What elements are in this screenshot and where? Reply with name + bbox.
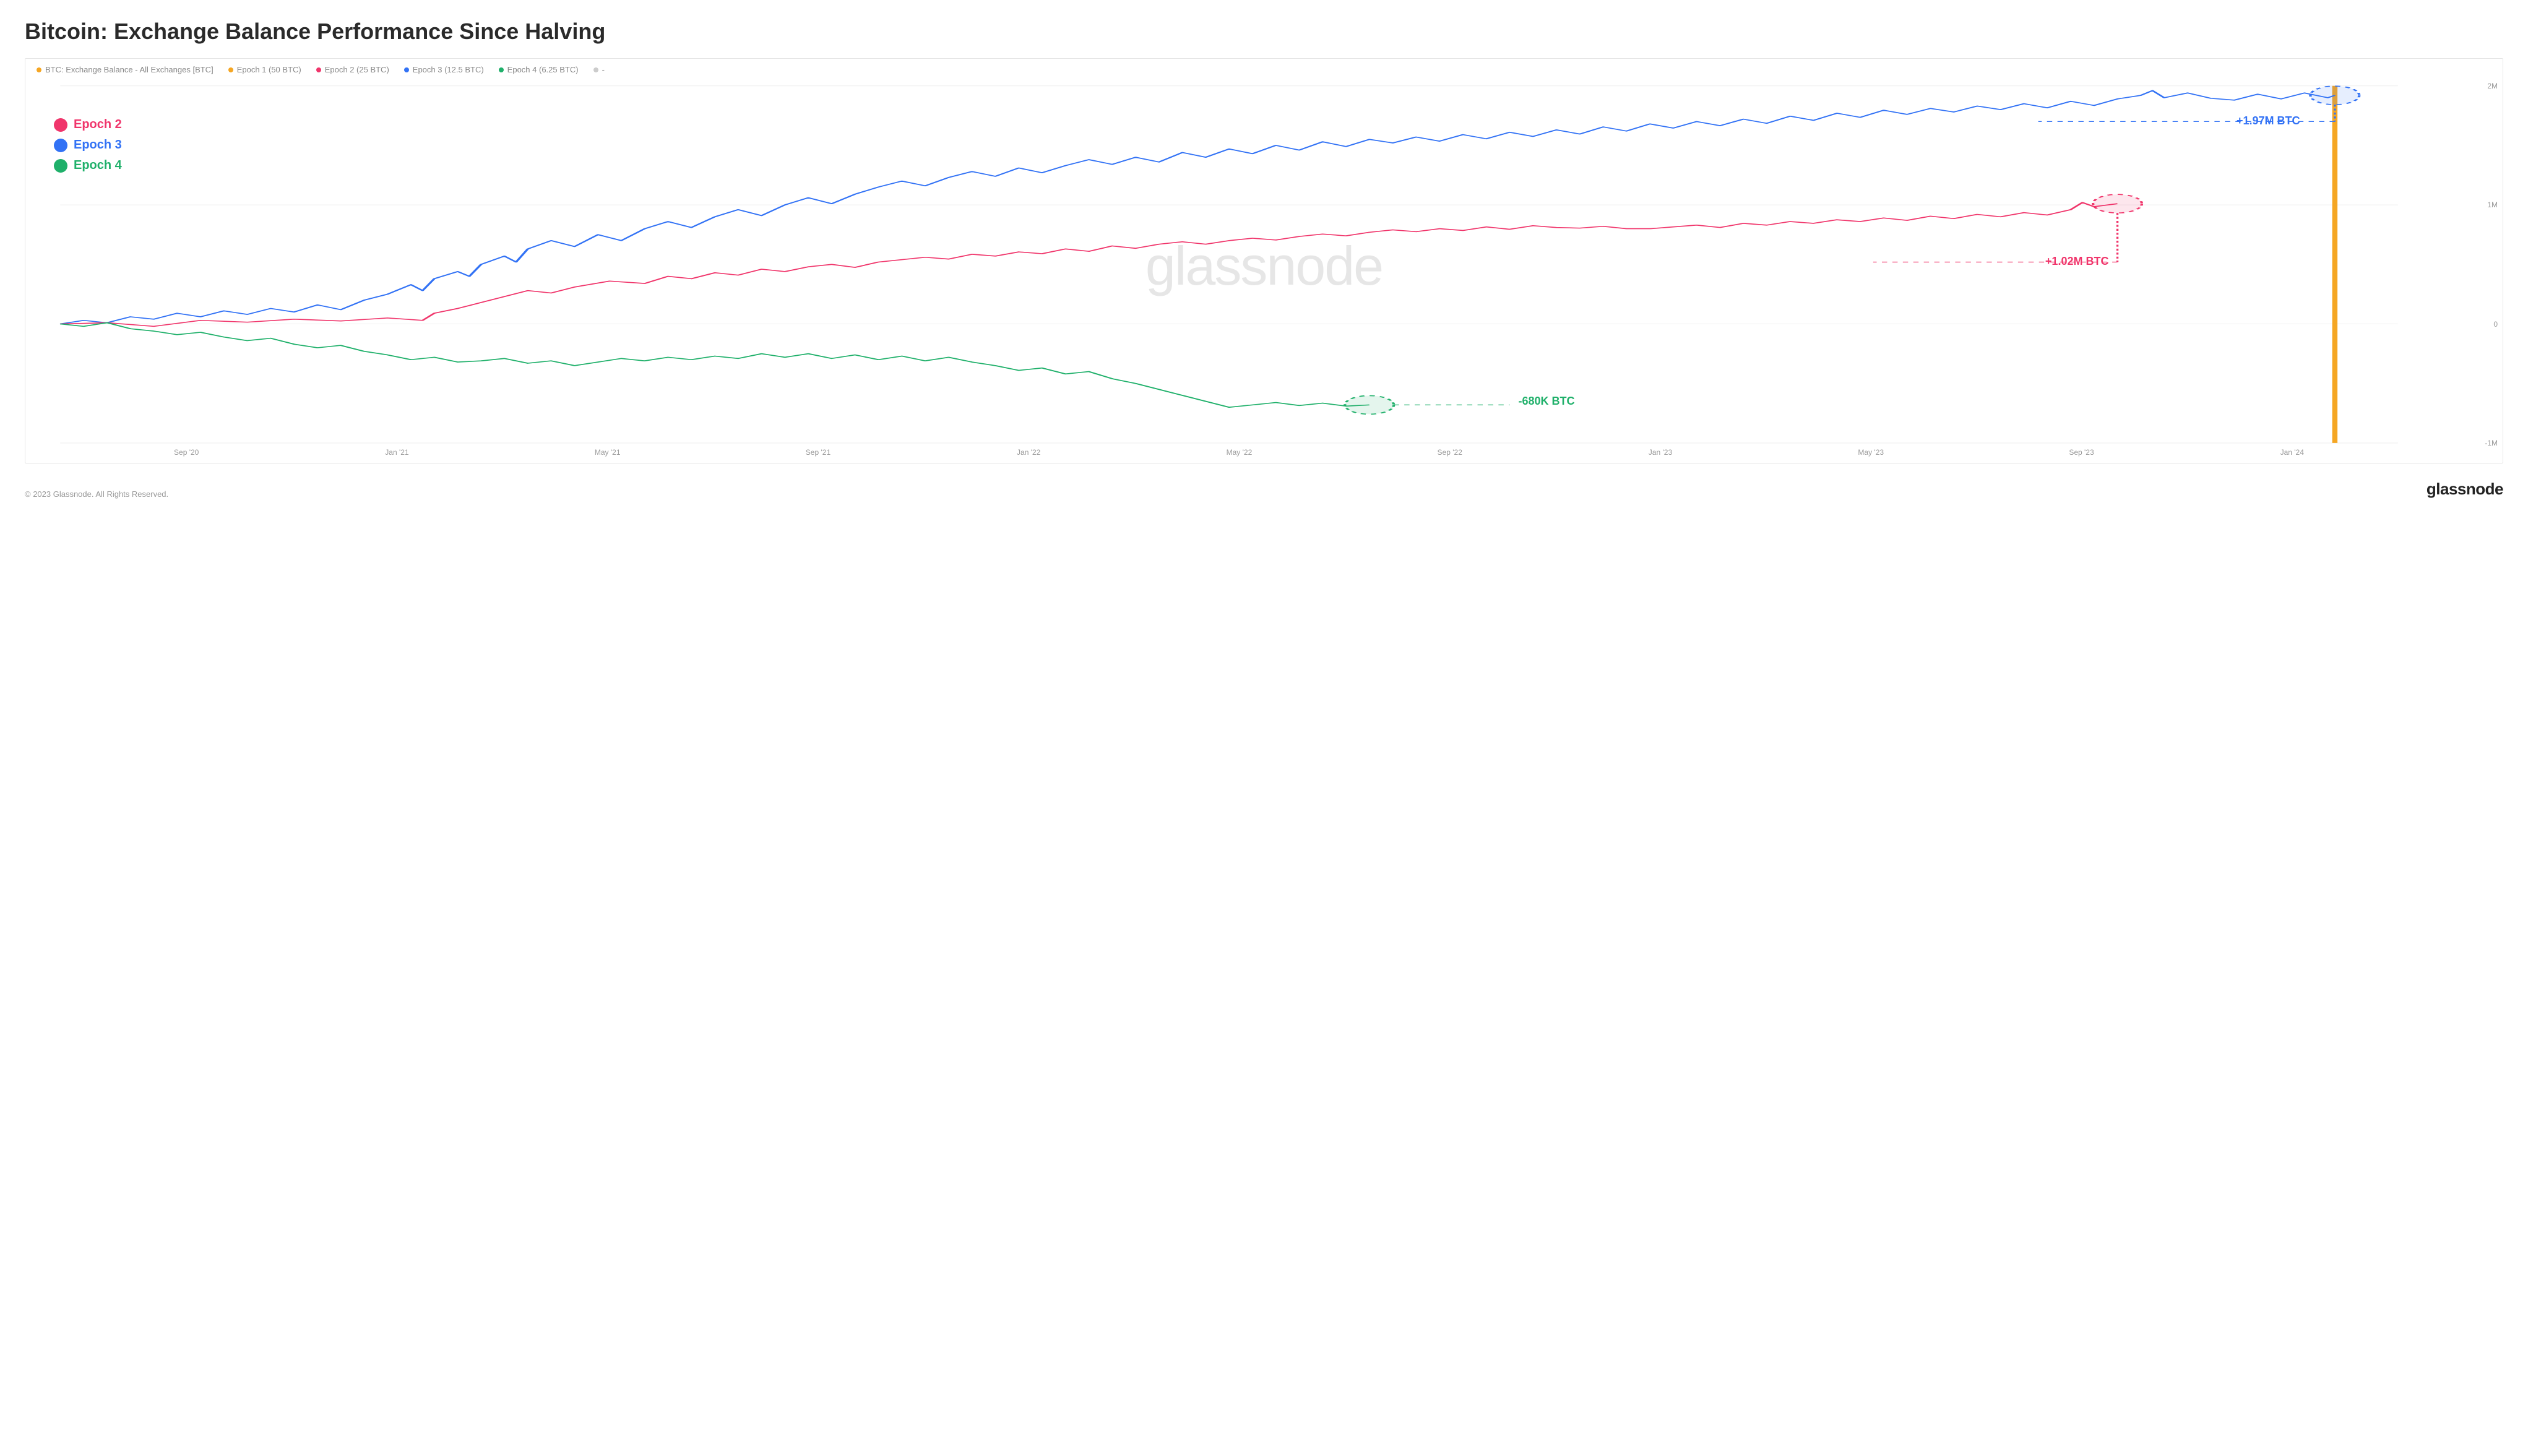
x-tick-label: May '21 (595, 448, 621, 457)
x-tick-label: May '22 (1227, 448, 1253, 457)
x-tick-label: Jan '24 (2280, 448, 2304, 457)
callout-label: +1.97M BTC (2237, 114, 2300, 127)
x-tick-label: May '23 (1858, 448, 1884, 457)
callout-label: +1.02M BTC (2045, 255, 2109, 268)
y-tick-label: 1M (2487, 200, 2498, 209)
callout-label: -680K BTC (1519, 395, 1575, 408)
footer: © 2023 Glassnode. All Rights Reserved. g… (25, 480, 2503, 499)
chart-frame: BTC: Exchange Balance - All Exchanges [B… (25, 58, 2503, 463)
x-tick-label: Jan '21 (385, 448, 408, 457)
chart-area: glassnode Epoch 2Epoch 3Epoch 4 2M1M0-1M… (25, 79, 2503, 463)
x-tick-label: Jan '22 (1017, 448, 1040, 457)
top-legend-item: Epoch 3 (12.5 BTC) (404, 65, 484, 74)
epoch-legend-item: Epoch 3 (54, 138, 122, 152)
top-legend-item: Epoch 1 (50 BTC) (228, 65, 301, 74)
top-legend-item: - (593, 65, 605, 74)
x-axis-labels: Sep '20 Jan '21 May '21 Sep '21 Jan '22 May '… (25, 448, 2503, 459)
epoch-legend-box: Epoch 2 Epoch 3 Epoch 4 (54, 118, 122, 179)
top-legend-item: Epoch 4 (6.25 BTC) (499, 65, 579, 74)
epoch-legend-item: Epoch 4 (54, 158, 122, 173)
top-legend: BTC: Exchange Balance - All Exchanges [B… (25, 59, 2503, 79)
x-tick-label: Jan '23 (1649, 448, 1672, 457)
y-tick-label: 0 (2493, 320, 2498, 329)
top-legend-item: Epoch 2 (25 BTC) (316, 65, 389, 74)
x-tick-label: Sep '20 (174, 448, 199, 457)
y-tick-label: 2M (2487, 82, 2498, 90)
x-tick-label: Sep '22 (1438, 448, 1462, 457)
copyright-text: © 2023 Glassnode. All Rights Reserved. (25, 489, 168, 499)
x-tick-label: Sep '21 (806, 448, 830, 457)
chart-svg (25, 79, 2503, 463)
y-tick-label: -1M (2485, 439, 2498, 447)
epoch-legend-item: Epoch 2 (54, 118, 122, 132)
x-tick-label: Sep '23 (2069, 448, 2094, 457)
brand-logo: glassnode (2427, 480, 2503, 499)
page-title: Bitcoin: Exchange Balance Performance Si… (25, 19, 2503, 45)
top-legend-item: BTC: Exchange Balance - All Exchanges [B… (37, 65, 214, 74)
